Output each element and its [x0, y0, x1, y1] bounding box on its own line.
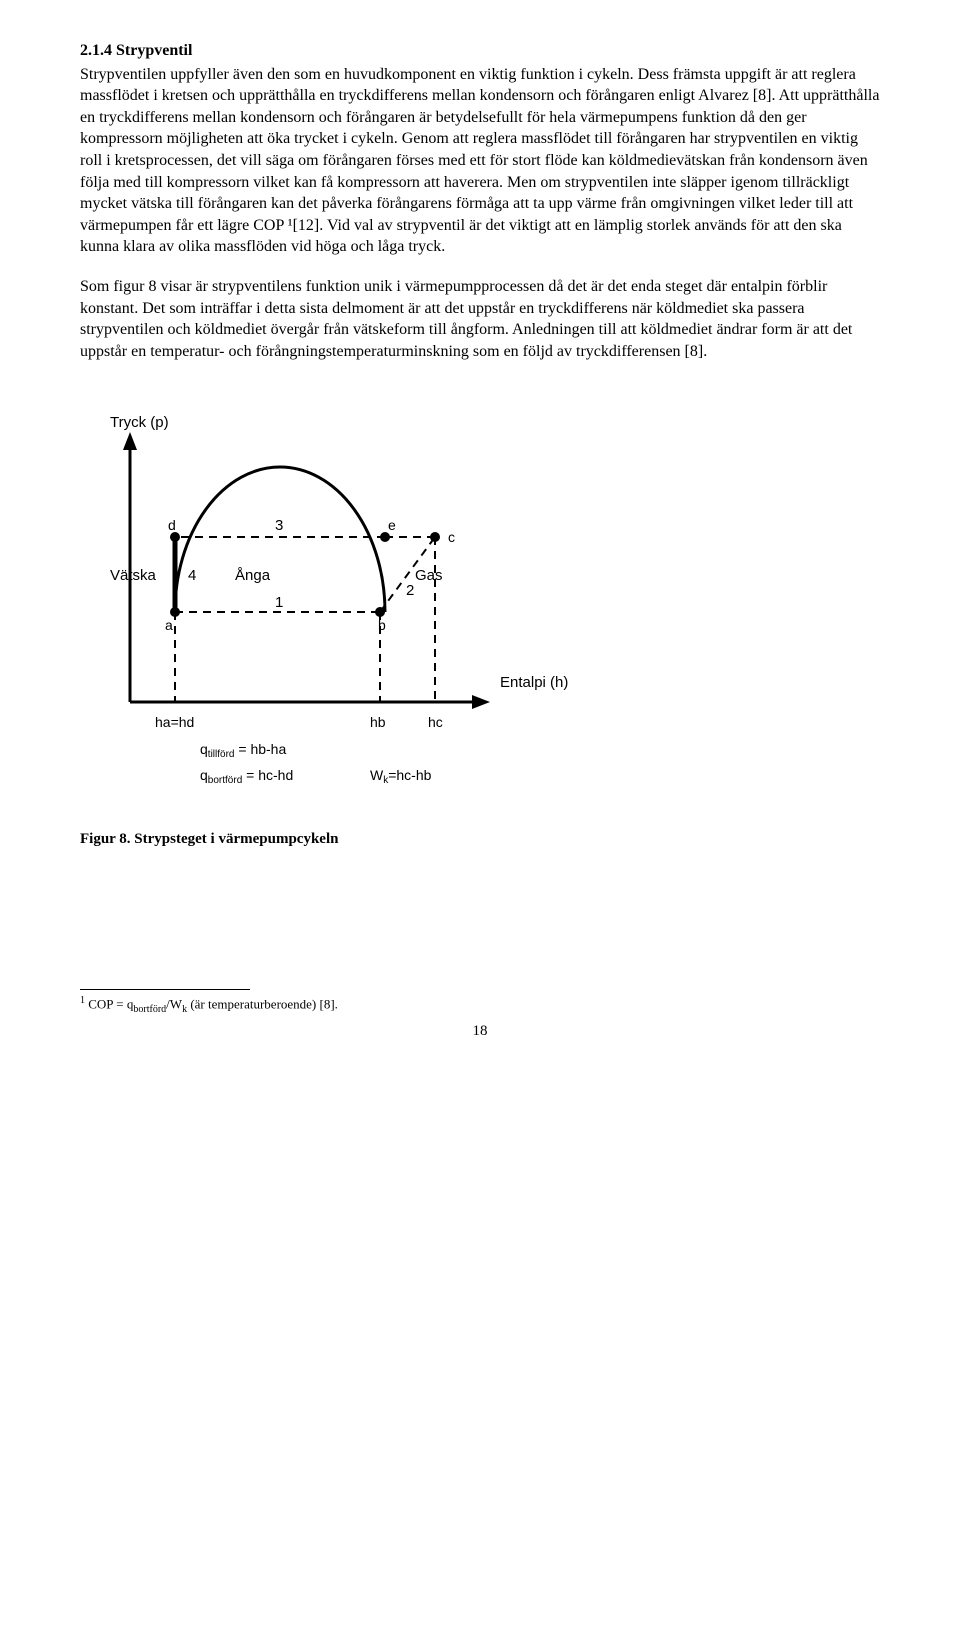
svg-text:hb: hb	[370, 714, 386, 730]
svg-text:Wk=hc-hb: Wk=hc-hb	[370, 767, 432, 786]
svg-text:1: 1	[275, 594, 283, 611]
svg-text:Gas: Gas	[415, 567, 443, 584]
ph-diagram-svg: Tryck (p) Entalpi (h) Vätska Ånga Gas a b c d e 1 2…	[80, 412, 600, 802]
figure-caption: Figur 8. Strypsteget i värmepumpcykeln	[80, 829, 880, 849]
cycle-dashed	[175, 537, 435, 612]
drop-lines	[175, 537, 435, 702]
svg-text:ha=hd: ha=hd	[155, 714, 194, 730]
figure-diagram: Tryck (p) Entalpi (h) Vätska Ånga Gas a b c d e 1 2…	[80, 412, 880, 809]
svg-text:Tryck (p): Tryck (p)	[110, 414, 169, 431]
svg-text:Vätska: Vätska	[110, 567, 157, 584]
svg-text:2: 2	[406, 582, 414, 599]
svg-text:Entalpi (h): Entalpi (h)	[500, 674, 568, 691]
svg-text:c: c	[448, 529, 455, 545]
svg-text:Ånga: Ånga	[235, 567, 271, 584]
page-number: 18	[80, 1021, 880, 1041]
svg-text:d: d	[168, 517, 176, 533]
footnote-sub-1: bortförd	[133, 1004, 166, 1015]
svg-text:e: e	[388, 517, 396, 533]
svg-text:hc: hc	[428, 714, 443, 730]
svg-text:3: 3	[275, 517, 283, 534]
svg-text:qtillförd = hb-ha: qtillförd = hb-ha	[200, 741, 286, 760]
footnote-rule	[80, 989, 250, 990]
paragraph-2: Som figur 8 visar är strypventilens funk…	[80, 276, 880, 362]
footnote-text-1: COP = q	[85, 996, 133, 1011]
svg-text:a: a	[165, 617, 173, 633]
section-heading: 2.1.4 Strypventil	[80, 40, 880, 62]
footnote-text-2: /W	[166, 996, 182, 1011]
state-points	[170, 532, 440, 617]
diagram-labels: Tryck (p) Entalpi (h) Vätska Ånga Gas a b c d e 1 2…	[110, 414, 568, 786]
saturation-dome	[175, 467, 385, 612]
svg-text:b: b	[378, 617, 386, 633]
footnote-text-3: (är temperaturberoende) [8].	[187, 996, 338, 1011]
svg-text:4: 4	[188, 567, 196, 584]
paragraph-1: Strypventilen uppfyller även den som en …	[80, 64, 880, 258]
svg-text:qbortförd = hc-hd: qbortförd = hc-hd	[200, 767, 293, 786]
footnote: 1 COP = qbortförd/Wk (är temperaturberoe…	[80, 994, 880, 1016]
